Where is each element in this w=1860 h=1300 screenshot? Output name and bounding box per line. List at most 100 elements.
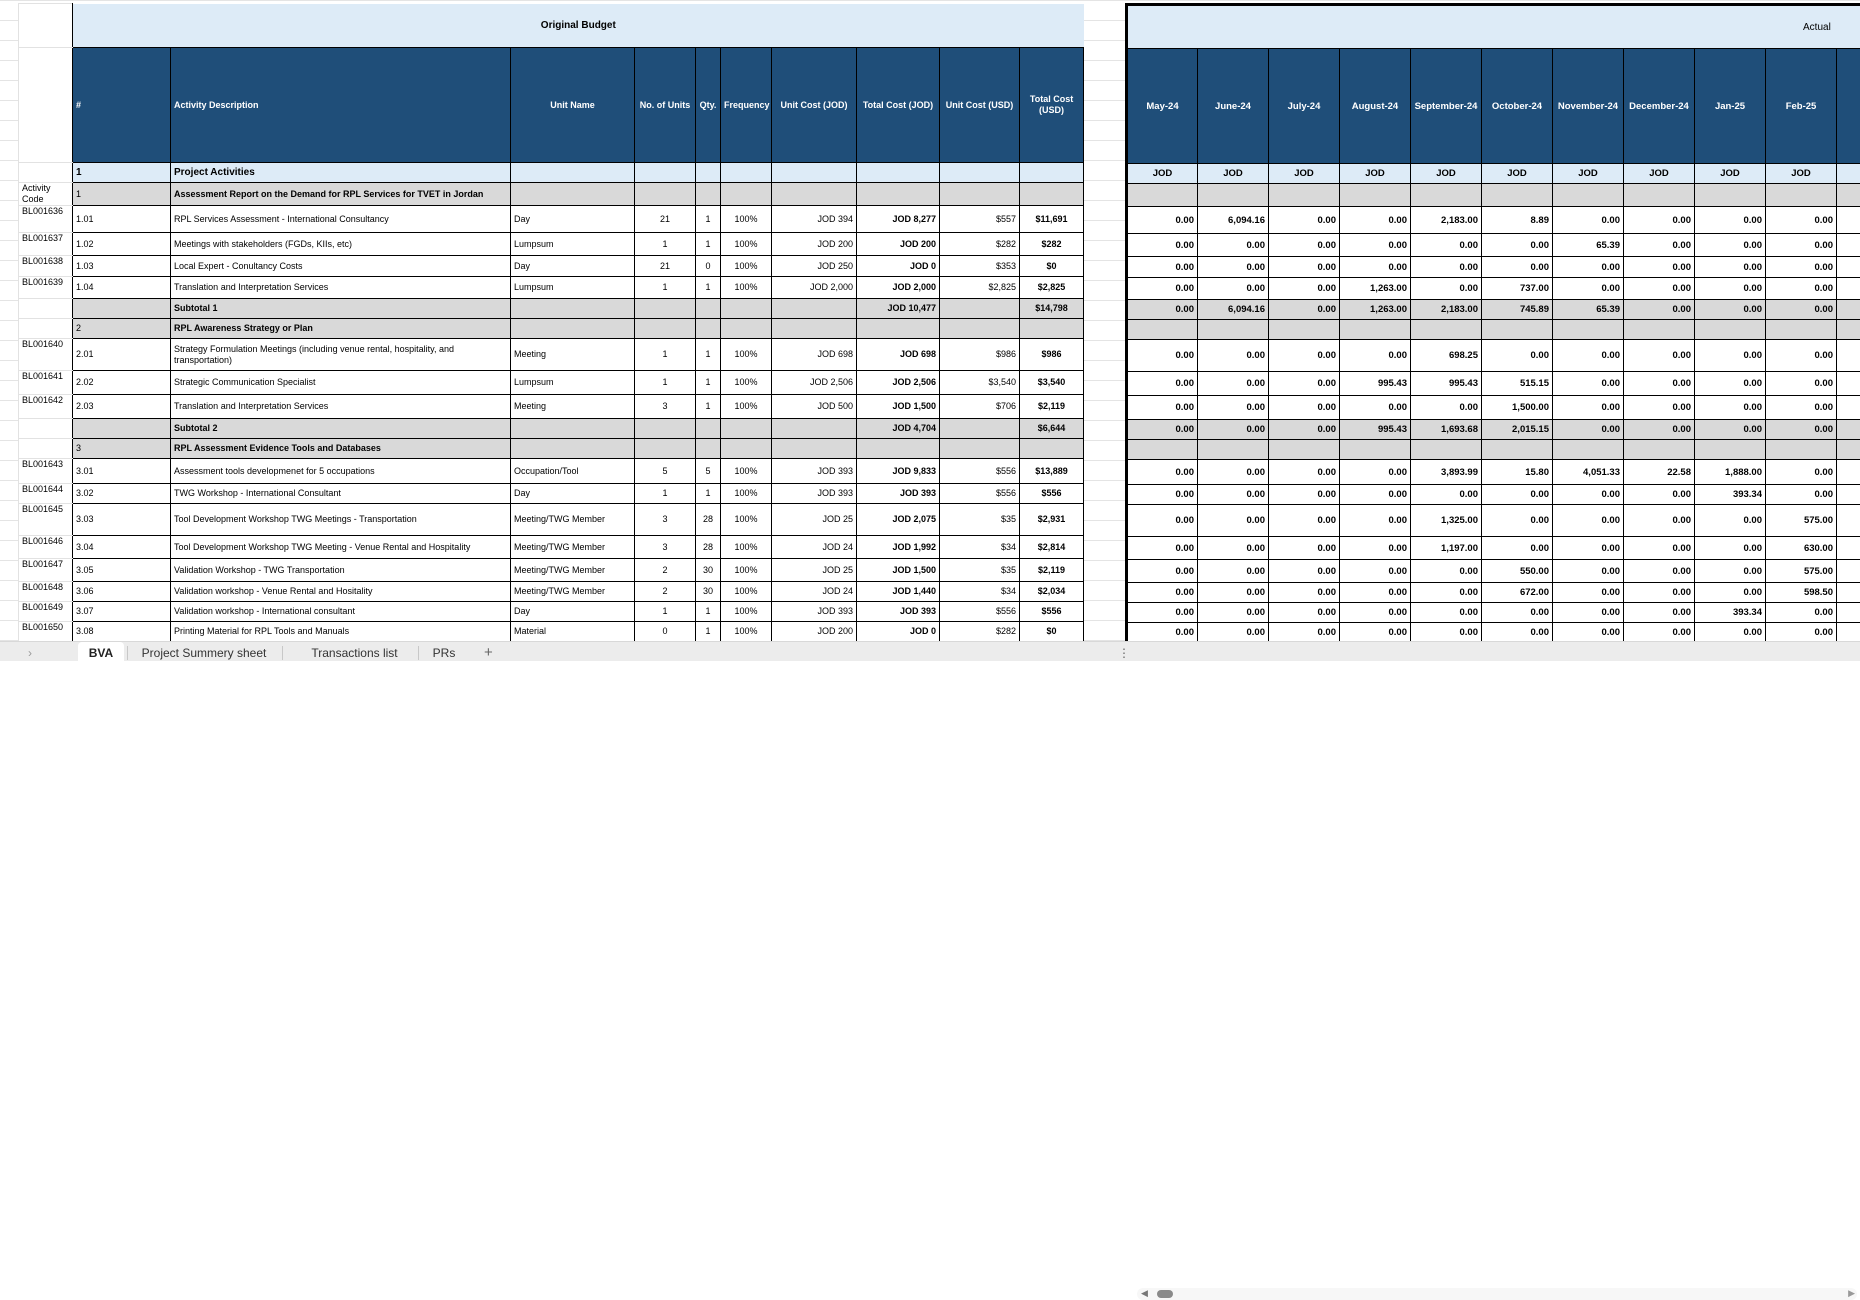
actual-value-cell[interactable]: JOD: [1766, 164, 1837, 184]
row-number[interactable]: 3: [73, 439, 171, 459]
actual-value-cell[interactable]: [1340, 440, 1411, 460]
actual-value-cell[interactable]: [1482, 184, 1553, 207]
row-number[interactable]: 3.02: [73, 484, 171, 504]
total-cost-jod[interactable]: JOD 393: [857, 484, 940, 504]
actual-value-cell[interactable]: 0.00: [1269, 583, 1340, 603]
no-of-units[interactable]: 1: [635, 484, 696, 504]
qty[interactable]: [696, 319, 721, 339]
actual-value-cell[interactable]: 0.00: [1766, 420, 1837, 440]
activity-code-cell[interactable]: [19, 319, 73, 339]
actual-value-cell[interactable]: [1624, 320, 1695, 340]
actual-value-cell[interactable]: JOD: [1127, 164, 1198, 184]
actual-value-cell[interactable]: 0.00: [1695, 396, 1766, 420]
actual-value-cell[interactable]: 0.00: [1198, 278, 1269, 300]
no-of-units[interactable]: 21: [635, 206, 696, 233]
actual-value-cell[interactable]: 0.00: [1624, 537, 1695, 560]
actual-value-cell[interactable]: 0.00: [1269, 603, 1340, 623]
unit-cost-usd[interactable]: $556: [940, 484, 1020, 504]
actual-value-cell[interactable]: 0.00: [1269, 460, 1340, 485]
qty[interactable]: [696, 419, 721, 439]
actual-value-cell[interactable]: 2,183.00: [1411, 300, 1482, 320]
actual-value-cell[interactable]: 0.00: [1198, 257, 1269, 278]
activity-description[interactable]: Strategic Communication Specialist: [171, 371, 511, 395]
actual-value-cell[interactable]: 0.00: [1766, 372, 1837, 396]
actual-value-cell[interactable]: 0.00: [1198, 340, 1269, 372]
actual-value-cell[interactable]: 0.00: [1553, 396, 1624, 420]
actual-value-cell[interactable]: JOD: [1269, 164, 1340, 184]
unit-name[interactable]: Day: [511, 602, 635, 622]
actual-value-cell[interactable]: 4,051.33: [1553, 460, 1624, 485]
row-number[interactable]: 1.02: [73, 233, 171, 256]
total-cost-usd[interactable]: $0: [1020, 622, 1084, 642]
actual-value-cell[interactable]: [1837, 537, 1860, 560]
unit-name[interactable]: Lumpsum: [511, 277, 635, 299]
actual-value-cell[interactable]: 0.00: [1766, 234, 1837, 257]
actual-value-cell[interactable]: 0.00: [1553, 207, 1624, 234]
actual-value-cell[interactable]: 0.00: [1198, 603, 1269, 623]
activity-description[interactable]: Printing Material for RPL Tools and Manu…: [171, 622, 511, 642]
no-of-units[interactable]: [635, 419, 696, 439]
no-of-units[interactable]: 5: [635, 459, 696, 484]
actual-value-cell[interactable]: 0.00: [1269, 234, 1340, 257]
month-header[interactable]: August-24: [1340, 49, 1411, 164]
qty[interactable]: 1: [696, 277, 721, 299]
unit-cost-jod[interactable]: JOD 393: [772, 459, 857, 484]
total-cost-jod[interactable]: JOD 2,506: [857, 371, 940, 395]
actual-value-cell[interactable]: [1837, 320, 1860, 340]
unit-name[interactable]: [511, 439, 635, 459]
actual-value-cell[interactable]: [1411, 184, 1482, 207]
actual-value-cell[interactable]: [1553, 184, 1624, 207]
actual-value-cell[interactable]: 2,015.15: [1482, 420, 1553, 440]
total-cost-usd[interactable]: [1020, 163, 1084, 183]
header-activity-description[interactable]: Activity Description: [171, 48, 511, 163]
actual-value-cell[interactable]: 0.00: [1198, 372, 1269, 396]
actual-value-cell[interactable]: 15.80: [1482, 460, 1553, 485]
month-header[interactable]: September-24: [1411, 49, 1482, 164]
actual-value-cell[interactable]: 745.89: [1482, 300, 1553, 320]
row-number[interactable]: 3.08: [73, 622, 171, 642]
no-of-units[interactable]: 1: [635, 277, 696, 299]
actual-value-cell[interactable]: [1837, 278, 1860, 300]
actual-value-cell[interactable]: [1766, 320, 1837, 340]
actual-value-cell[interactable]: 0.00: [1269, 485, 1340, 505]
actual-value-cell[interactable]: 393.34: [1695, 603, 1766, 623]
actual-value-cell[interactable]: [1482, 440, 1553, 460]
unit-name[interactable]: Lumpsum: [511, 233, 635, 256]
unit-cost-jod[interactable]: JOD 393: [772, 602, 857, 622]
actual-value-cell[interactable]: [1127, 320, 1198, 340]
actual-value-cell[interactable]: 0.00: [1127, 257, 1198, 278]
no-of-units[interactable]: [635, 299, 696, 319]
actual-value-cell[interactable]: 0.00: [1766, 300, 1837, 320]
activity-code-cell[interactable]: BL001638: [19, 256, 73, 277]
actual-value-cell[interactable]: 550.00: [1482, 560, 1553, 583]
actual-value-cell[interactable]: [1411, 440, 1482, 460]
qty[interactable]: 1: [696, 206, 721, 233]
qty[interactable]: 1: [696, 371, 721, 395]
total-cost-usd[interactable]: $2,825: [1020, 277, 1084, 299]
no-of-units[interactable]: 3: [635, 395, 696, 419]
actual-value-cell[interactable]: 995.43: [1340, 372, 1411, 396]
actual-value-cell[interactable]: 0.00: [1127, 396, 1198, 420]
row-number[interactable]: 1: [73, 163, 171, 183]
actual-value-cell[interactable]: 393.34: [1695, 485, 1766, 505]
frequency[interactable]: 100%: [721, 536, 772, 559]
actual-value-cell[interactable]: 0.00: [1624, 505, 1695, 537]
actual-value-cell[interactable]: [1837, 340, 1860, 372]
total-cost-usd[interactable]: $13,889: [1020, 459, 1084, 484]
total-cost-jod[interactable]: JOD 1,992: [857, 536, 940, 559]
activity-description[interactable]: Validation workshop - Venue Rental and H…: [171, 582, 511, 602]
actual-value-cell[interactable]: 0.00: [1198, 583, 1269, 603]
unit-cost-usd[interactable]: $35: [940, 559, 1020, 582]
actual-value-cell[interactable]: 0.00: [1340, 537, 1411, 560]
actual-value-cell[interactable]: 0.00: [1624, 340, 1695, 372]
month-header[interactable]: October-24: [1482, 49, 1553, 164]
actual-value-cell[interactable]: 0.00: [1340, 560, 1411, 583]
actual-value-cell[interactable]: 2,183.00: [1411, 207, 1482, 234]
unit-cost-jod[interactable]: JOD 200: [772, 622, 857, 642]
actual-value-cell[interactable]: 22.58: [1624, 460, 1695, 485]
tab-scroll-chevron-icon[interactable]: ›: [20, 642, 40, 661]
activity-code-cell[interactable]: BL001649: [19, 602, 73, 622]
no-of-units[interactable]: [635, 319, 696, 339]
actual-value-cell[interactable]: [1837, 440, 1860, 460]
actual-value-cell[interactable]: [1269, 440, 1340, 460]
